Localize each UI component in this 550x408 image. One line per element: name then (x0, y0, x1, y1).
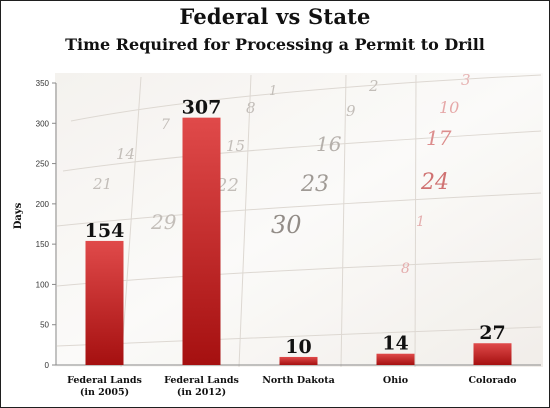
y-tick-label: 250 (36, 160, 50, 169)
svg-text:2: 2 (368, 77, 379, 95)
data-label: 27 (479, 322, 505, 344)
svg-text:3: 3 (461, 71, 471, 89)
svg-text:1: 1 (416, 214, 425, 230)
x-tick-label: Federal Lands (67, 375, 142, 386)
y-tick-label: 350 (36, 79, 50, 88)
data-label: 154 (85, 220, 125, 242)
x-tick-label: North Dakota (262, 375, 334, 386)
svg-text:7: 7 (161, 117, 170, 133)
data-label: 307 (182, 97, 222, 119)
svg-text:1: 1 (269, 84, 277, 99)
x-tick-label: (in 2012) (177, 387, 226, 398)
x-tick-label: Federal Lands (164, 375, 239, 386)
x-tick-label: (in 2005) (80, 387, 129, 398)
y-tick-label: 200 (36, 200, 50, 209)
svg-text:8: 8 (401, 261, 410, 277)
chart-subtitle: Time Required for Processing a Permit to… (65, 35, 485, 54)
data-label: 14 (382, 333, 408, 355)
svg-text:15: 15 (226, 137, 245, 155)
bar (182, 117, 221, 365)
data-label: 10 (285, 336, 311, 358)
chart-title: Federal vs State (179, 4, 371, 29)
y-tick-label: 150 (36, 240, 50, 249)
bar (473, 343, 512, 365)
svg-text:8: 8 (246, 99, 256, 117)
svg-text:30: 30 (271, 211, 302, 239)
svg-text:16: 16 (316, 132, 342, 156)
svg-text:21: 21 (92, 175, 112, 193)
svg-text:22: 22 (215, 175, 239, 196)
y-tick-label: 300 (36, 119, 50, 128)
calendar-background-image: 2 3 9 10 16 17 23 24 30 1 8 14 21 29 22 … (55, 71, 543, 368)
svg-text:9: 9 (346, 102, 356, 120)
svg-text:14: 14 (116, 145, 135, 163)
y-tick-label: 50 (40, 321, 49, 330)
svg-text:23: 23 (300, 172, 329, 197)
svg-text:29: 29 (150, 210, 177, 234)
y-tick-label: 0 (45, 361, 50, 370)
bar (279, 356, 318, 365)
x-tick-label: Ohio (383, 375, 408, 386)
y-tick-label: 100 (36, 280, 50, 289)
bar (85, 240, 124, 365)
svg-text:24: 24 (420, 170, 449, 195)
svg-text:10: 10 (439, 98, 459, 117)
x-tick-label: Colorado (469, 375, 517, 386)
svg-text:17: 17 (426, 126, 452, 150)
bar (376, 353, 415, 365)
